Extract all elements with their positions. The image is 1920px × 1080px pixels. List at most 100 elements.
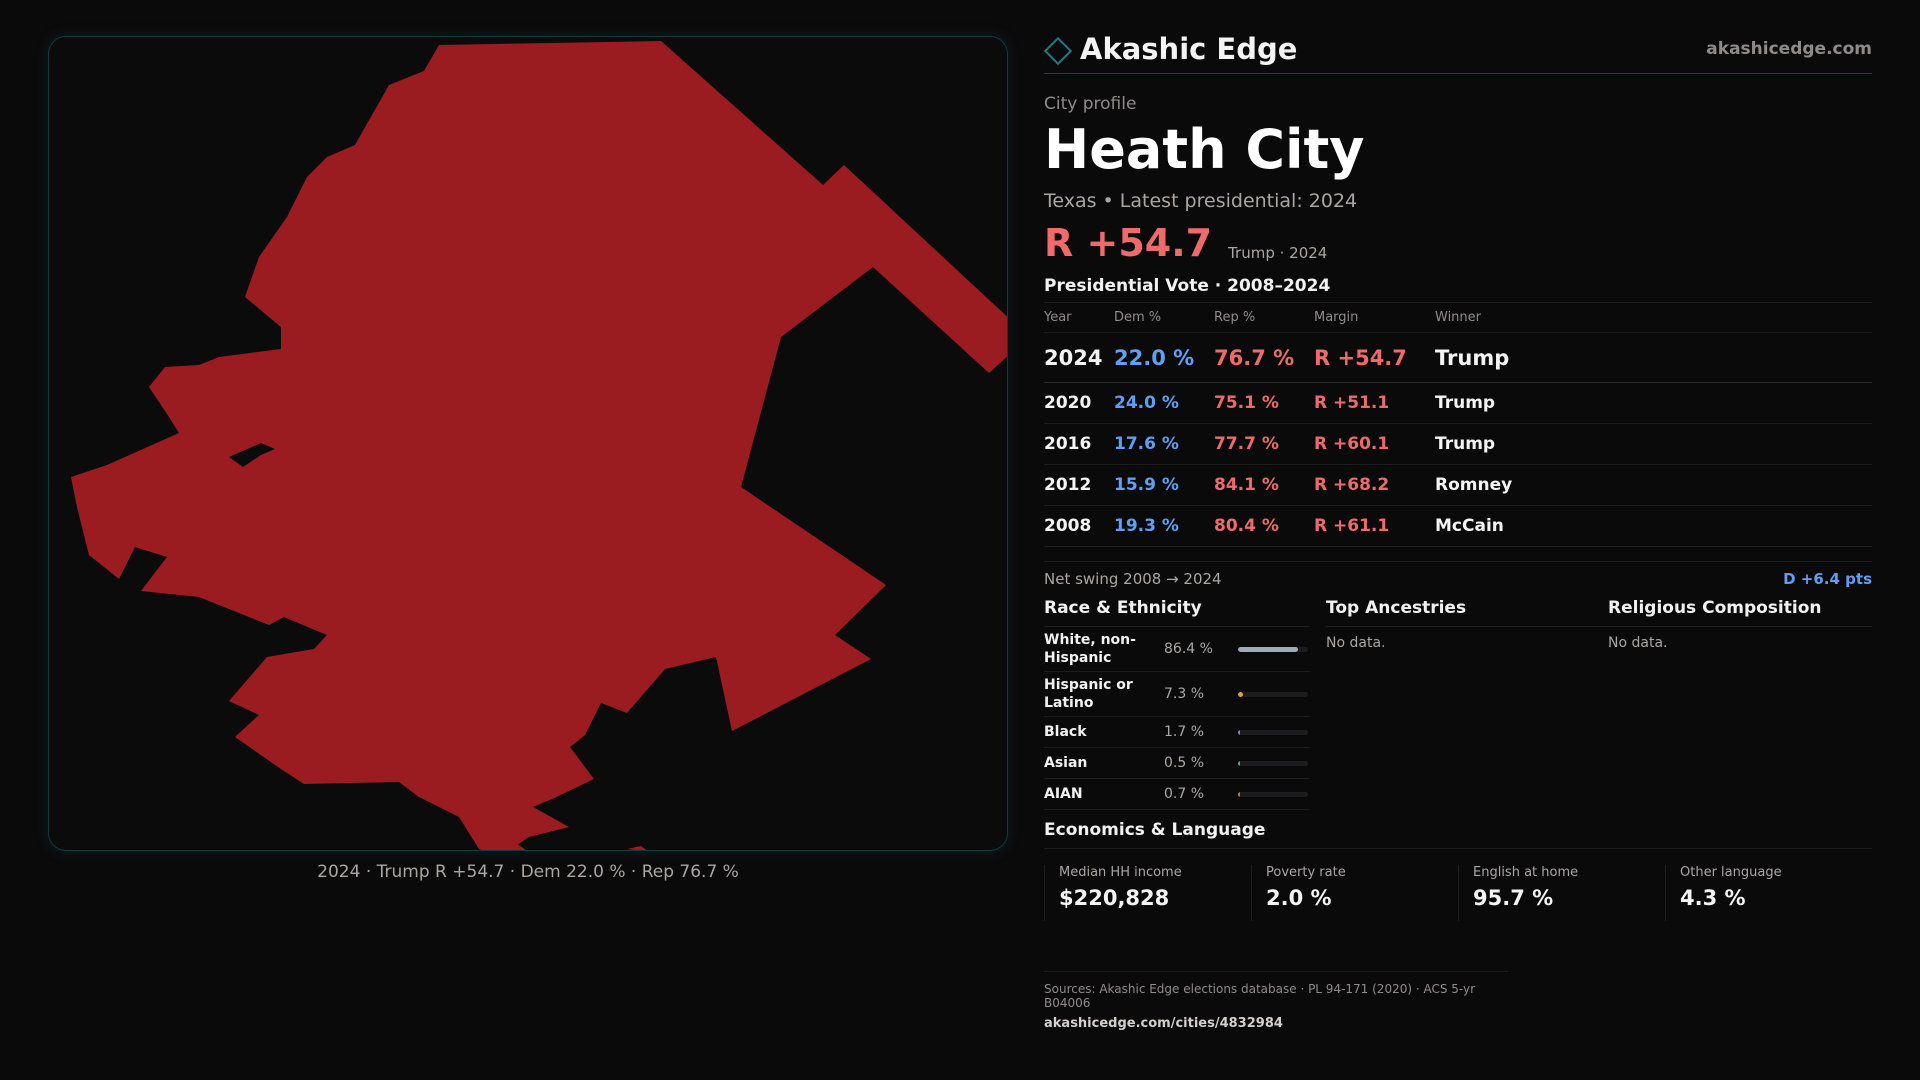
race-bar-fill (1238, 646, 1299, 652)
cell-dem: 15.9 % (1114, 464, 1214, 506)
religion-panel: Religious Composition No data. (1608, 598, 1872, 810)
stat-median-income: Median HH income $220,828 (1044, 865, 1251, 921)
cell-winner: Trump (1435, 423, 1872, 465)
race-bar-fill (1238, 791, 1241, 797)
list-item: Hispanic or Latino 7.3 % (1044, 672, 1310, 717)
col-year: Year (1044, 302, 1114, 333)
stat-value: 4.3 % (1680, 886, 1746, 910)
city-boundary-fragment (484, 837, 527, 850)
table-row[interactable]: 2024 22.0 % 76.7 % R +54.7 Trump (1044, 332, 1872, 383)
vote-table: Year Dem % Rep % Margin Winner 2024 22.0… (1044, 302, 1872, 547)
brand-name: Akashic Edge (1080, 31, 1298, 66)
header-bar: Akashic Edge akashicedge.com (1043, 30, 1872, 74)
net-swing: Net swing 2008 → 2024 D +6.4 pts (1044, 561, 1872, 588)
religion-empty: No data. (1608, 635, 1668, 651)
stat-other-language: Other language 4.3 % (1665, 865, 1872, 921)
city-boundary-shape (71, 41, 1007, 850)
table-row[interactable]: 2020 24.0 % 75.1 % R +51.1 Trump (1044, 382, 1872, 424)
stat-value: 2.0 % (1266, 886, 1332, 910)
sources-footer: Sources: Akashic Edge elections database… (1044, 971, 1508, 1031)
race-bar-fill (1238, 760, 1241, 766)
page-title: Heath City (1044, 118, 1365, 181)
brand[interactable]: Akashic Edge (1043, 31, 1298, 66)
vote-section-title: Presidential Vote · 2008–2024 (1044, 276, 1331, 296)
headline-margin: R +54.7 Trump · 2024 (1044, 222, 1872, 264)
race-label: White, non-Hispanic (1044, 632, 1136, 666)
race-label: Black (1044, 724, 1087, 740)
cell-dem: 17.6 % (1114, 423, 1214, 465)
table-row[interactable]: 2016 17.6 % 77.7 % R +60.1 Trump (1044, 423, 1872, 465)
race-bar (1238, 646, 1308, 652)
city-subtitle: Texas • Latest presidential: 2024 (1044, 190, 1358, 212)
cell-winner: McCain (1435, 505, 1872, 547)
stat-label: Median HH income (1059, 865, 1182, 880)
cell-dem: 24.0 % (1114, 382, 1214, 424)
city-boundary-map[interactable] (48, 36, 1008, 851)
race-label: Hispanic or Latino (1044, 677, 1133, 711)
profile-eyebrow: City profile (1044, 94, 1137, 114)
list-item: AIAN 0.7 % (1044, 779, 1310, 810)
race-bar (1238, 729, 1308, 735)
cell-rep: 75.1 % (1214, 382, 1314, 424)
race-bar-fill (1238, 729, 1241, 735)
cell-rep: 84.1 % (1214, 464, 1314, 506)
race-title: Race & Ethnicity (1044, 598, 1310, 627)
stat-poverty-rate: Poverty rate 2.0 % (1251, 865, 1458, 921)
city-boundary-svg (71, 41, 1007, 850)
table-row[interactable]: 2012 15.9 % 84.1 % R +68.2 Romney (1044, 464, 1872, 506)
ancestries-panel: Top Ancestries No data. (1326, 598, 1608, 810)
economics-title: Economics & Language (1044, 820, 1872, 849)
stat-label: Other language (1680, 865, 1782, 880)
race-bar (1238, 691, 1308, 697)
economics-stats: Median HH income $220,828 Poverty rate 2… (1044, 865, 1872, 921)
vote-table-header: Year Dem % Rep % Margin Winner (1044, 302, 1872, 333)
ancestries-empty: No data. (1326, 635, 1386, 651)
race-ethnicity-panel: Race & Ethnicity White, non-Hispanic 86.… (1044, 598, 1310, 810)
cell-margin: R +54.7 (1314, 332, 1435, 383)
race-pct: 1.7 % (1164, 724, 1205, 740)
headline-margin-note: Trump · 2024 (1228, 244, 1328, 262)
net-swing-value: D +6.4 pts (1783, 570, 1872, 588)
stat-english-at-home: English at home 95.7 % (1458, 865, 1665, 921)
race-label: Asian (1044, 755, 1088, 771)
ancestries-title: Top Ancestries (1326, 598, 1608, 627)
race-bar-fill (1238, 691, 1244, 697)
cell-year: 2024 (1044, 332, 1114, 383)
cell-winner: Romney (1435, 464, 1872, 506)
col-winner: Winner (1435, 302, 1872, 333)
sources-link[interactable]: akashicedge.com/cities/4832984 (1044, 1016, 1283, 1031)
cell-year: 2020 (1044, 382, 1114, 424)
cell-margin: R +60.1 (1314, 423, 1435, 465)
religion-title: Religious Composition (1608, 598, 1872, 627)
sources-text: Sources: Akashic Edge elections database… (1044, 982, 1476, 1010)
stat-value: 95.7 % (1473, 886, 1554, 910)
table-row[interactable]: 2008 19.3 % 80.4 % R +61.1 McCain (1044, 505, 1872, 547)
cell-winner: Trump (1435, 382, 1872, 424)
cell-rep: 77.7 % (1214, 423, 1314, 465)
race-label: AIAN (1044, 786, 1083, 802)
race-pct: 86.4 % (1164, 641, 1213, 657)
race-pct: 0.7 % (1164, 786, 1205, 802)
city-boundary-fragment-small (627, 846, 647, 850)
cell-year: 2016 (1044, 423, 1114, 465)
race-bar (1238, 791, 1308, 797)
map-caption: 2024 · Trump R +54.7 · Dem 22.0 % · Rep … (317, 862, 739, 882)
cell-margin: R +51.1 (1314, 382, 1435, 424)
demographics-section: Race & Ethnicity White, non-Hispanic 86.… (1044, 598, 1872, 810)
net-swing-label: Net swing 2008 → 2024 (1044, 570, 1222, 588)
col-rep: Rep % (1214, 302, 1314, 333)
headline-margin-value: R +54.7 (1044, 221, 1213, 265)
stat-value: $220,828 (1059, 886, 1170, 910)
cell-rep: 80.4 % (1214, 505, 1314, 547)
list-item: White, non-Hispanic 86.4 % (1044, 627, 1310, 672)
col-dem: Dem % (1114, 302, 1214, 333)
cell-rep: 76.7 % (1214, 332, 1314, 383)
stat-label: Poverty rate (1266, 865, 1346, 880)
site-link[interactable]: akashicedge.com (1706, 38, 1872, 59)
cell-margin: R +68.2 (1314, 464, 1435, 506)
profile-panel: Akashic Edge akashicedge.com City profil… (1043, 30, 1872, 1031)
cell-year: 2012 (1044, 464, 1114, 506)
race-pct: 0.5 % (1164, 755, 1205, 771)
list-item: Black 1.7 % (1044, 717, 1310, 748)
list-item: Asian 0.5 % (1044, 748, 1310, 779)
